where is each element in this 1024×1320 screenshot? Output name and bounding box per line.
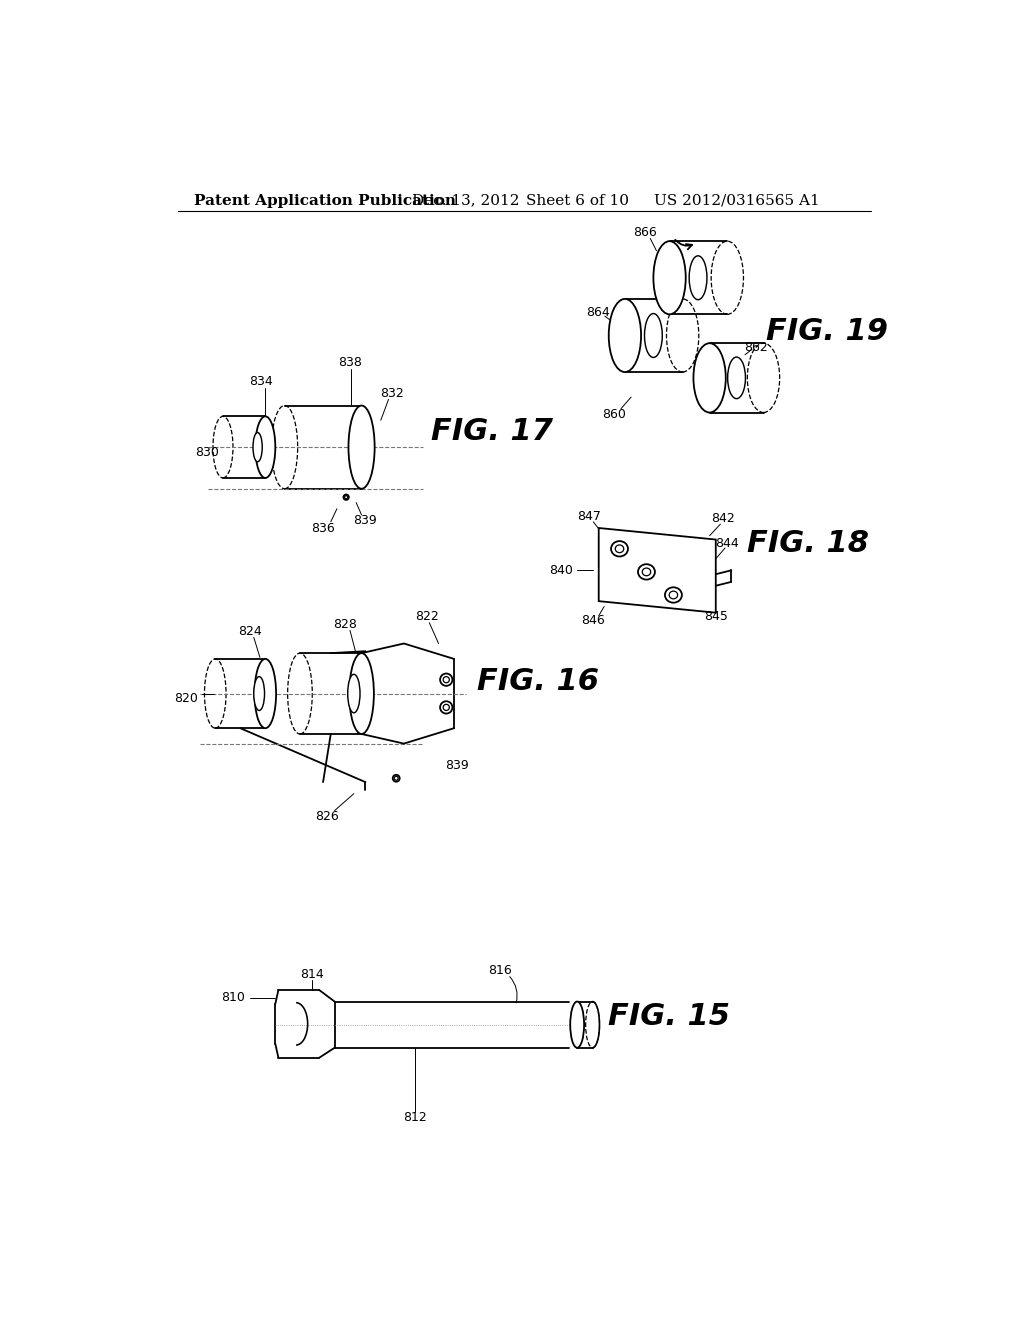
Text: 845: 845 xyxy=(703,610,728,623)
Text: 839: 839 xyxy=(444,759,468,772)
Ellipse shape xyxy=(343,495,349,500)
Ellipse shape xyxy=(255,659,276,729)
Text: 816: 816 xyxy=(488,964,512,977)
Text: 860: 860 xyxy=(602,408,626,421)
Text: 832: 832 xyxy=(381,387,404,400)
Text: 847: 847 xyxy=(577,510,601,523)
Text: 844: 844 xyxy=(716,537,739,550)
Text: FIG. 17: FIG. 17 xyxy=(431,417,553,446)
Text: Patent Application Publication: Patent Application Publication xyxy=(194,194,456,207)
Text: 836: 836 xyxy=(311,521,335,535)
Text: 826: 826 xyxy=(315,810,339,824)
Ellipse shape xyxy=(644,314,663,358)
Text: 839: 839 xyxy=(353,513,377,527)
Text: 830: 830 xyxy=(196,446,219,459)
Text: 840: 840 xyxy=(550,564,573,577)
Text: 814: 814 xyxy=(300,968,324,981)
Text: 834: 834 xyxy=(250,375,273,388)
Text: 820: 820 xyxy=(174,693,199,705)
Ellipse shape xyxy=(254,677,264,710)
Ellipse shape xyxy=(570,1002,584,1048)
Text: FIG. 19: FIG. 19 xyxy=(766,317,888,346)
Polygon shape xyxy=(599,528,716,612)
Ellipse shape xyxy=(693,343,726,413)
Ellipse shape xyxy=(638,564,655,579)
Ellipse shape xyxy=(728,358,745,399)
Ellipse shape xyxy=(665,587,682,603)
Ellipse shape xyxy=(348,405,375,488)
Text: Sheet 6 of 10: Sheet 6 of 10 xyxy=(525,194,629,207)
Text: 846: 846 xyxy=(581,614,604,627)
Text: 810: 810 xyxy=(220,991,245,1005)
Ellipse shape xyxy=(253,433,262,462)
Text: 838: 838 xyxy=(338,356,361,370)
Text: 828: 828 xyxy=(333,618,356,631)
Text: 824: 824 xyxy=(238,626,262,639)
Ellipse shape xyxy=(440,701,453,714)
Ellipse shape xyxy=(349,653,374,734)
Ellipse shape xyxy=(393,775,399,781)
Text: US 2012/0316565 A1: US 2012/0316565 A1 xyxy=(654,194,820,207)
Text: 822: 822 xyxy=(415,610,439,623)
Ellipse shape xyxy=(689,256,707,300)
Text: 862: 862 xyxy=(743,341,768,354)
Text: Dec. 13, 2012: Dec. 13, 2012 xyxy=(412,194,519,207)
Text: FIG. 15: FIG. 15 xyxy=(608,1002,730,1031)
Text: FIG. 18: FIG. 18 xyxy=(746,529,868,558)
Ellipse shape xyxy=(255,416,275,478)
Text: FIG. 16: FIG. 16 xyxy=(477,668,599,697)
Text: 864: 864 xyxy=(586,306,610,319)
Ellipse shape xyxy=(653,242,686,314)
Ellipse shape xyxy=(348,675,360,713)
Ellipse shape xyxy=(608,298,641,372)
Text: 812: 812 xyxy=(403,1110,427,1123)
Text: 842: 842 xyxy=(712,512,735,525)
Ellipse shape xyxy=(611,541,628,557)
Ellipse shape xyxy=(440,673,453,686)
Text: 866: 866 xyxy=(633,226,656,239)
